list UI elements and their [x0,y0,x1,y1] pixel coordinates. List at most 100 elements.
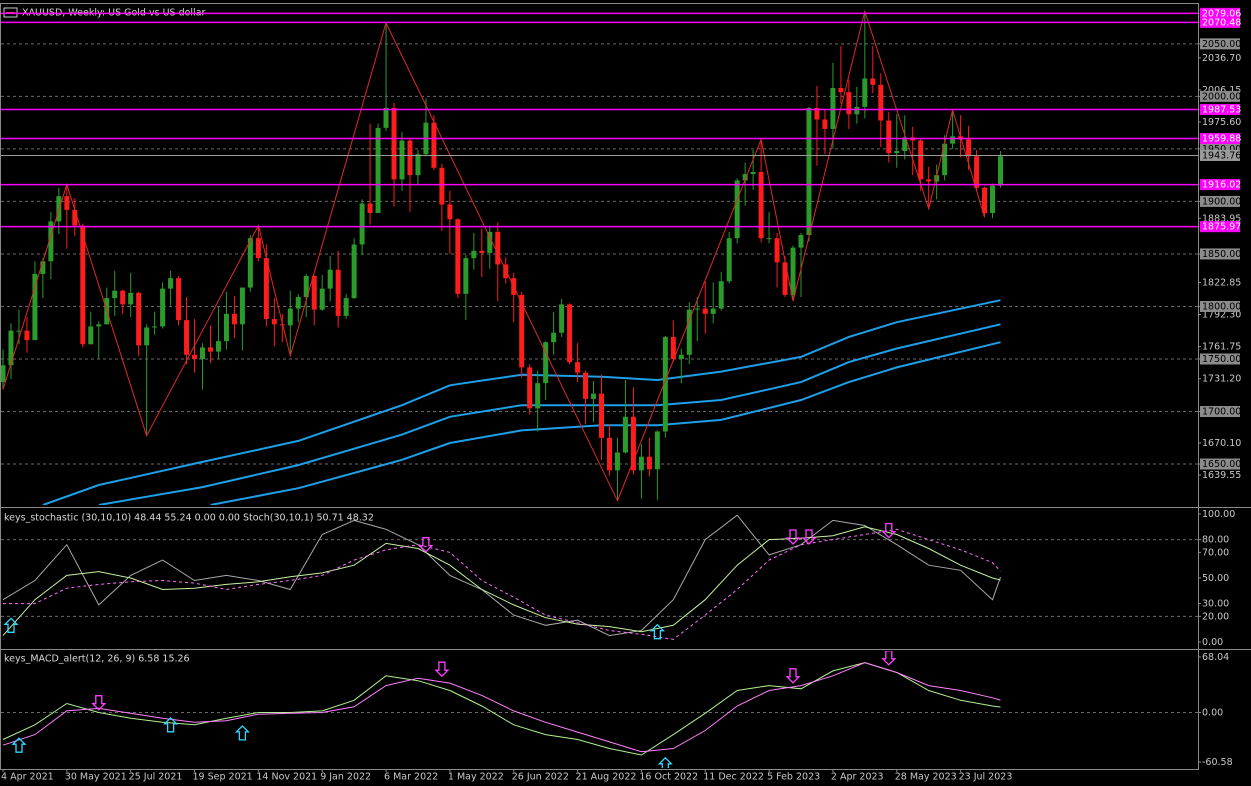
candle-body [670,336,676,359]
x-tick-label: 5 Feb 2023 [767,772,820,783]
candle-body [40,261,46,274]
candle-body [48,221,54,262]
y-tick-label: 0.00 [1202,708,1223,719]
indicator-line [3,528,1001,640]
candle-body [551,332,557,343]
y-tick-label: 30.00 [1202,599,1229,610]
x-tick-label: 25 Jul 2021 [129,772,183,783]
candle-body [367,203,373,213]
level-label-box [1200,103,1240,115]
candle-body [168,278,174,289]
buy-arrow [657,756,673,768]
candle-body [678,354,684,359]
candle-body [32,273,38,341]
x-tick-label: 6 Mar 2022 [384,772,438,783]
level-label: 1987.53 [1202,104,1241,115]
y-tick-label: 1900.00 [1202,196,1241,207]
buy-arrow [11,737,27,753]
candle-body [231,313,237,325]
candle-body [806,107,812,236]
buy-arrow [234,724,250,741]
x-tick-label: 26 Jun 2022 [512,772,569,783]
candle-body [982,187,988,213]
candle-body [271,319,277,325]
candle-body [527,367,533,409]
candle-body [702,308,708,314]
sell-arrow [785,529,801,545]
y-tick-label: 2050.00 [1202,39,1241,50]
candle-body [583,372,589,399]
y-label-box [1200,300,1240,312]
y-label-box [1200,90,1240,102]
candle-body [966,139,972,157]
candle-body [535,383,541,409]
candle-body [886,120,892,154]
level-label: 2070.48 [1202,17,1241,28]
candle-body [343,298,349,316]
y-tick-label: 1800.00 [1202,301,1241,312]
candle-body [686,309,692,355]
candle-body [287,308,293,326]
indicator-line [210,341,1001,505]
x-tick-label: 30 May 2021 [65,772,127,783]
candle-body [8,330,14,366]
y-tick-label: 0.00 [1202,637,1223,648]
candle-body [471,250,477,259]
y-tick-label: 20.00 [1202,611,1229,622]
candle-body [335,269,341,316]
y-label-box [1200,143,1240,155]
candle-body [774,238,780,263]
y-tick-label: 80.00 [1202,535,1229,546]
candle-body [543,342,549,384]
candle-body [72,209,78,226]
candle-body [654,431,660,470]
candle-body [567,304,573,363]
x-tick-label: 1 May 2022 [448,772,504,783]
buy-arrow [3,617,19,633]
panel-title: keys_MACD_alert(12, 26, 9) 6.58 15.26 [4,654,190,665]
sell-arrow [434,661,450,678]
candle-body [599,393,604,438]
candle-body [391,107,397,180]
buy-arrow [649,623,665,640]
candle-body [694,308,700,310]
y-tick-label: 1700.00 [1202,407,1241,418]
candle-body [758,172,764,239]
level-label-box [1200,221,1240,233]
candle-body [176,278,182,321]
y-tick-label: 2006.15 [1202,85,1241,96]
candle-body [838,87,844,93]
x-tick-label: 16 Oct 2022 [639,772,698,783]
x-tick-label: 9 Jan 2022 [320,772,371,783]
x-tick-label: 21 Aug 2022 [576,772,637,783]
candle-body [80,225,86,345]
candle-body [646,456,652,470]
candle-body [351,244,357,299]
candle-body [359,203,365,245]
candle-body [926,179,932,182]
y-tick-label: 1792.30 [1202,310,1241,321]
candle-body [950,136,956,144]
symbol-icon [3,7,18,18]
indicator-line [2,662,1001,756]
candle-body [463,258,469,294]
candle-body [591,393,597,399]
x-tick-label: 23 Jul 2023 [959,772,1013,783]
y-tick-label: 1883.95 [1202,213,1241,224]
panel [1,651,1198,768]
candle-body [830,87,836,129]
candle-body [918,140,924,180]
candle-body [207,347,213,352]
candle-body [16,330,22,332]
candle-body [112,290,118,299]
candle-body [223,313,229,342]
candle-body [718,281,724,309]
candle-body [128,292,134,305]
candle-body [303,276,309,298]
candle-body [942,143,948,176]
y-tick-label: 2000.00 [1202,91,1241,102]
sell-arrow [91,695,107,711]
candle-body [1,365,6,383]
